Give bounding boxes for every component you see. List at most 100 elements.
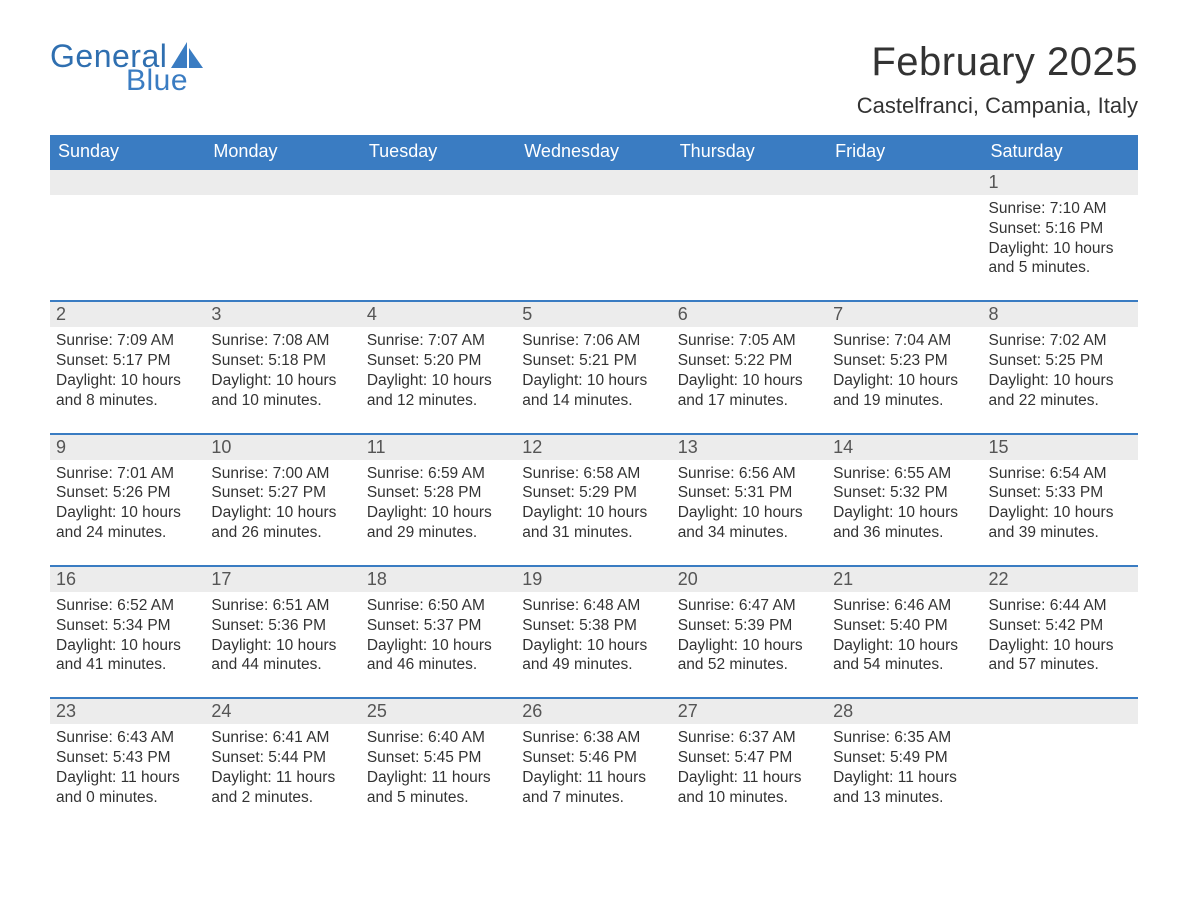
daylight-text: Daylight: 10 hours and 14 minutes.	[522, 371, 665, 411]
sunset-text: Sunset: 5:20 PM	[367, 351, 510, 371]
sunrise-text: Sunrise: 7:07 AM	[367, 331, 510, 351]
sunset-text: Sunset: 5:43 PM	[56, 748, 199, 768]
calendar-week-row: 2Sunrise: 7:09 AMSunset: 5:17 PMDaylight…	[50, 301, 1138, 433]
sunset-text: Sunset: 5:33 PM	[989, 483, 1132, 503]
day-content: Sunrise: 6:41 AMSunset: 5:44 PMDaylight:…	[205, 724, 360, 829]
calendar-day-cell: 16Sunrise: 6:52 AMSunset: 5:34 PMDayligh…	[50, 566, 205, 698]
daylight-text: Daylight: 10 hours and 49 minutes.	[522, 636, 665, 676]
calendar-day-cell: 23Sunrise: 6:43 AMSunset: 5:43 PMDayligh…	[50, 698, 205, 829]
weekday-header: Saturday	[983, 135, 1138, 170]
calendar-week-row: 1Sunrise: 7:10 AMSunset: 5:16 PMDaylight…	[50, 170, 1138, 301]
calendar-week-row: 16Sunrise: 6:52 AMSunset: 5:34 PMDayligh…	[50, 566, 1138, 698]
calendar-day-cell: 20Sunrise: 6:47 AMSunset: 5:39 PMDayligh…	[672, 566, 827, 698]
weekday-header: Tuesday	[361, 135, 516, 170]
day-number: 8	[983, 302, 1138, 327]
day-content: Sunrise: 7:07 AMSunset: 5:20 PMDaylight:…	[361, 327, 516, 432]
day-number: 6	[672, 302, 827, 327]
day-content: Sunrise: 6:58 AMSunset: 5:29 PMDaylight:…	[516, 460, 671, 565]
sunrise-text: Sunrise: 6:58 AM	[522, 464, 665, 484]
daylight-text: Daylight: 11 hours and 13 minutes.	[833, 768, 976, 808]
location: Castelfranci, Campania, Italy	[857, 93, 1138, 119]
sunrise-text: Sunrise: 6:43 AM	[56, 728, 199, 748]
calendar-day-cell: 8Sunrise: 7:02 AMSunset: 5:25 PMDaylight…	[983, 301, 1138, 433]
daylight-text: Daylight: 10 hours and 34 minutes.	[678, 503, 821, 543]
sunset-text: Sunset: 5:28 PM	[367, 483, 510, 503]
day-content: Sunrise: 6:52 AMSunset: 5:34 PMDaylight:…	[50, 592, 205, 697]
sunrise-text: Sunrise: 6:55 AM	[833, 464, 976, 484]
day-content: Sunrise: 6:44 AMSunset: 5:42 PMDaylight:…	[983, 592, 1138, 697]
day-number: 12	[516, 435, 671, 460]
day-content: Sunrise: 6:50 AMSunset: 5:37 PMDaylight:…	[361, 592, 516, 697]
day-content: Sunrise: 6:51 AMSunset: 5:36 PMDaylight:…	[205, 592, 360, 697]
daylight-text: Daylight: 11 hours and 2 minutes.	[211, 768, 354, 808]
day-content: Sunrise: 6:55 AMSunset: 5:32 PMDaylight:…	[827, 460, 982, 565]
calendar-day-cell	[205, 170, 360, 301]
calendar-week-row: 23Sunrise: 6:43 AMSunset: 5:43 PMDayligh…	[50, 698, 1138, 829]
calendar-day-cell: 10Sunrise: 7:00 AMSunset: 5:27 PMDayligh…	[205, 434, 360, 566]
calendar-day-cell: 2Sunrise: 7:09 AMSunset: 5:17 PMDaylight…	[50, 301, 205, 433]
day-number	[205, 170, 360, 195]
sunset-text: Sunset: 5:37 PM	[367, 616, 510, 636]
daylight-text: Daylight: 10 hours and 24 minutes.	[56, 503, 199, 543]
sunset-text: Sunset: 5:17 PM	[56, 351, 199, 371]
sunset-text: Sunset: 5:39 PM	[678, 616, 821, 636]
day-content: Sunrise: 6:48 AMSunset: 5:38 PMDaylight:…	[516, 592, 671, 697]
day-number: 17	[205, 567, 360, 592]
daylight-text: Daylight: 11 hours and 10 minutes.	[678, 768, 821, 808]
day-number: 1	[983, 170, 1138, 195]
weekday-header: Monday	[205, 135, 360, 170]
daylight-text: Daylight: 10 hours and 36 minutes.	[833, 503, 976, 543]
day-content: Sunrise: 7:00 AMSunset: 5:27 PMDaylight:…	[205, 460, 360, 565]
weekday-header: Friday	[827, 135, 982, 170]
daylight-text: Daylight: 11 hours and 5 minutes.	[367, 768, 510, 808]
sunrise-text: Sunrise: 7:05 AM	[678, 331, 821, 351]
day-number: 24	[205, 699, 360, 724]
day-number	[516, 170, 671, 195]
sunrise-text: Sunrise: 6:54 AM	[989, 464, 1132, 484]
calendar-day-cell: 7Sunrise: 7:04 AMSunset: 5:23 PMDaylight…	[827, 301, 982, 433]
sunrise-text: Sunrise: 6:38 AM	[522, 728, 665, 748]
weekday-header: Wednesday	[516, 135, 671, 170]
day-content	[827, 195, 982, 295]
brand-logo: General Blue	[50, 40, 203, 96]
day-content	[516, 195, 671, 295]
day-content: Sunrise: 7:06 AMSunset: 5:21 PMDaylight:…	[516, 327, 671, 432]
sunset-text: Sunset: 5:40 PM	[833, 616, 976, 636]
day-content: Sunrise: 6:56 AMSunset: 5:31 PMDaylight:…	[672, 460, 827, 565]
sunset-text: Sunset: 5:18 PM	[211, 351, 354, 371]
daylight-text: Daylight: 11 hours and 7 minutes.	[522, 768, 665, 808]
title-block: February 2025 Castelfranci, Campania, It…	[857, 40, 1138, 129]
calendar-day-cell: 27Sunrise: 6:37 AMSunset: 5:47 PMDayligh…	[672, 698, 827, 829]
day-content: Sunrise: 7:02 AMSunset: 5:25 PMDaylight:…	[983, 327, 1138, 432]
calendar-day-cell: 21Sunrise: 6:46 AMSunset: 5:40 PMDayligh…	[827, 566, 982, 698]
sunrise-text: Sunrise: 6:40 AM	[367, 728, 510, 748]
day-content: Sunrise: 6:35 AMSunset: 5:49 PMDaylight:…	[827, 724, 982, 829]
month-title: February 2025	[857, 40, 1138, 85]
day-number	[827, 170, 982, 195]
day-content: Sunrise: 7:05 AMSunset: 5:22 PMDaylight:…	[672, 327, 827, 432]
day-content: Sunrise: 7:01 AMSunset: 5:26 PMDaylight:…	[50, 460, 205, 565]
sunset-text: Sunset: 5:46 PM	[522, 748, 665, 768]
calendar-day-cell: 4Sunrise: 7:07 AMSunset: 5:20 PMDaylight…	[361, 301, 516, 433]
calendar-day-cell	[50, 170, 205, 301]
calendar-day-cell	[672, 170, 827, 301]
daylight-text: Daylight: 10 hours and 41 minutes.	[56, 636, 199, 676]
daylight-text: Daylight: 10 hours and 39 minutes.	[989, 503, 1132, 543]
calendar-day-cell: 12Sunrise: 6:58 AMSunset: 5:29 PMDayligh…	[516, 434, 671, 566]
sunset-text: Sunset: 5:16 PM	[989, 219, 1132, 239]
daylight-text: Daylight: 10 hours and 8 minutes.	[56, 371, 199, 411]
sunrise-text: Sunrise: 6:46 AM	[833, 596, 976, 616]
calendar-day-cell: 18Sunrise: 6:50 AMSunset: 5:37 PMDayligh…	[361, 566, 516, 698]
day-number: 18	[361, 567, 516, 592]
daylight-text: Daylight: 11 hours and 0 minutes.	[56, 768, 199, 808]
calendar-header-row: SundayMondayTuesdayWednesdayThursdayFrid…	[50, 135, 1138, 170]
daylight-text: Daylight: 10 hours and 29 minutes.	[367, 503, 510, 543]
calendar-day-cell: 11Sunrise: 6:59 AMSunset: 5:28 PMDayligh…	[361, 434, 516, 566]
daylight-text: Daylight: 10 hours and 31 minutes.	[522, 503, 665, 543]
calendar-day-cell: 19Sunrise: 6:48 AMSunset: 5:38 PMDayligh…	[516, 566, 671, 698]
daylight-text: Daylight: 10 hours and 52 minutes.	[678, 636, 821, 676]
calendar-day-cell: 28Sunrise: 6:35 AMSunset: 5:49 PMDayligh…	[827, 698, 982, 829]
day-content: Sunrise: 6:47 AMSunset: 5:39 PMDaylight:…	[672, 592, 827, 697]
daylight-text: Daylight: 10 hours and 19 minutes.	[833, 371, 976, 411]
calendar-page: General Blue February 2025 Castelfranci,…	[0, 0, 1188, 880]
